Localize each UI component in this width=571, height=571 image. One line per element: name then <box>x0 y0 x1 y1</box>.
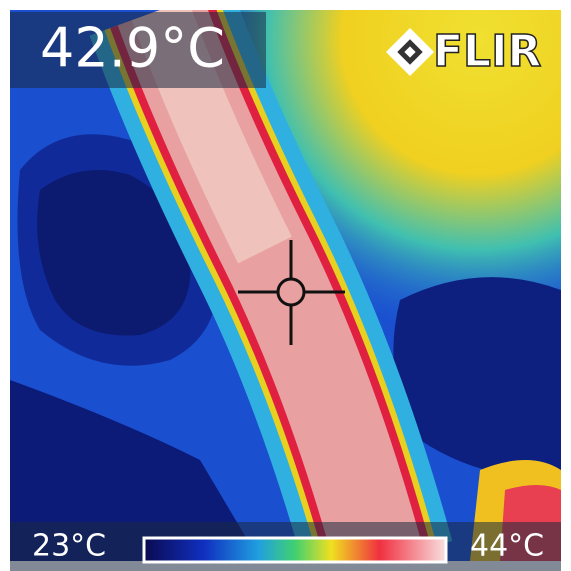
brand: FLIR <box>433 26 541 77</box>
scale-max: 44°C <box>470 529 544 564</box>
color-scale <box>142 536 448 564</box>
crosshair <box>238 240 345 345</box>
spot-temperature: 42.9°C <box>40 17 225 80</box>
thermal-image <box>10 10 561 561</box>
flir-logo: FLIR <box>385 25 542 78</box>
scale-min: 23°C <box>32 529 106 564</box>
reading-panel <box>10 12 266 88</box>
